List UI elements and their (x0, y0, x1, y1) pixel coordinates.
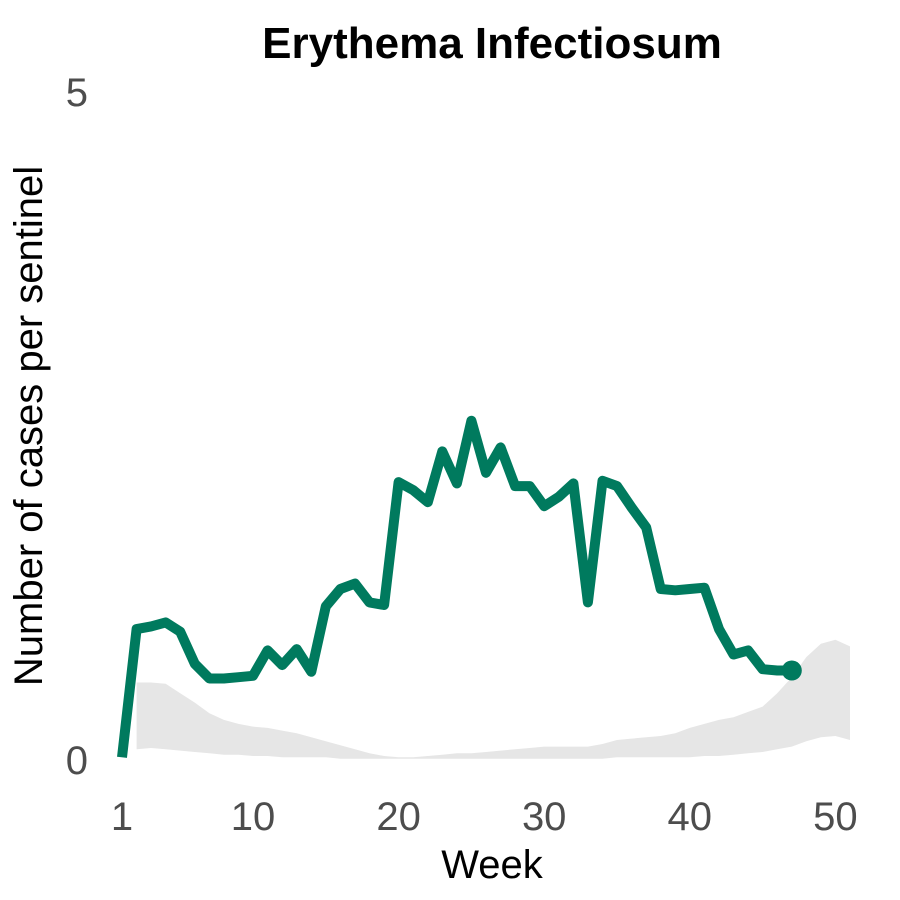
x-tick-label: 40 (668, 795, 713, 839)
current-season-line-layer (117, 415, 802, 758)
x-tick-label: 20 (376, 795, 421, 839)
latest-week-point (781, 660, 802, 681)
x-tick-label: 1 (111, 795, 133, 839)
past-seasons-band-layer (136, 639, 851, 759)
x-axis-ticks: 1 10 20 30 40 50 (111, 795, 858, 839)
chart-title: Erythema Infectiosum (262, 19, 722, 68)
current-season-line (117, 415, 792, 758)
y-axis-label: Number of cases per sentinel (7, 166, 51, 686)
x-axis-label: Week (441, 843, 544, 887)
past-seasons-band (136, 639, 851, 759)
x-tick-label: 50 (813, 795, 858, 839)
y-tick-label: 0 (66, 739, 88, 783)
x-tick-label: 30 (522, 795, 567, 839)
y-axis-ticks: 05 (66, 71, 88, 783)
x-tick-label: 10 (231, 795, 276, 839)
y-tick-label: 5 (66, 71, 88, 115)
